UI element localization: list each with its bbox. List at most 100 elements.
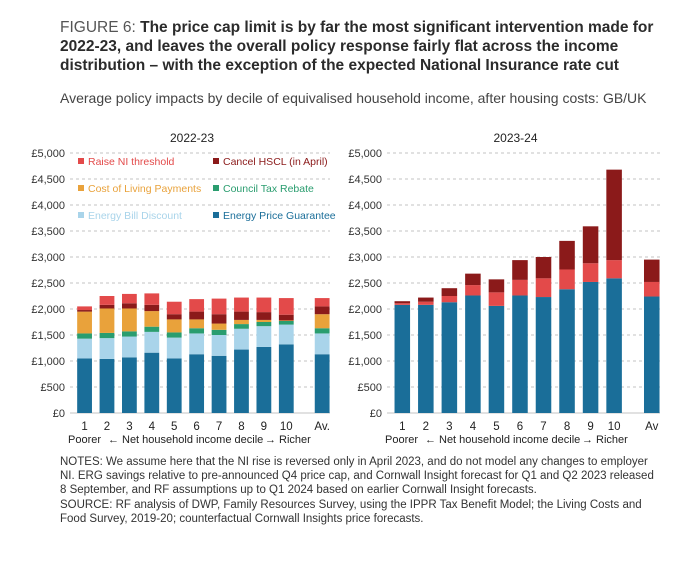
panel1-xtick-label: 9 <box>261 421 267 433</box>
panel2-xtick-label: Av <box>645 421 658 433</box>
panel1-bar-energy_price_guarantee <box>256 346 272 413</box>
panel2-bar-energy_price_guarantee <box>643 296 660 413</box>
panel2-bar-energy_price_guarantee <box>394 304 411 413</box>
panel1-bar-cost_of_living_payments <box>122 308 137 332</box>
panel2-bar-raise_ni_threshold <box>535 278 552 298</box>
panel2-bar-cancel_hscl <box>582 226 599 264</box>
panel1-bar-raise_ni_threshold <box>166 301 182 315</box>
figure-label: FIGURE 6: <box>60 19 136 36</box>
panel2-bar-cancel_hscl <box>488 279 505 293</box>
panel1-ytick-label: £4,000 <box>31 200 65 212</box>
panel1-bar-cancel_hscl <box>234 311 249 320</box>
panel1-caption-arrow-right: → <box>265 434 276 446</box>
panel1-bar-cancel_hscl <box>211 314 227 324</box>
panel1-xtick-label: 3 <box>126 421 132 433</box>
panel2-bar-cancel_hscl <box>465 273 481 286</box>
panel1-bar-energy_price_guarantee <box>77 358 92 413</box>
panel1-bar-energy_bill_discount <box>189 333 205 355</box>
panel2-bar-raise_ni_threshold <box>512 279 528 296</box>
panel1-bar-energy_price_guarantee <box>144 352 160 413</box>
panel1-bar-energy_price_guarantee <box>189 354 205 413</box>
panel1-xtick-label: 6 <box>193 421 199 433</box>
panel2-ytick-label: £4,500 <box>348 174 382 186</box>
panel1-ytick-label: £3,500 <box>31 226 65 238</box>
panel1-xtick-label: 1 <box>81 421 87 433</box>
legend-swatch-council_tax_rebate <box>213 185 219 191</box>
panel2-xtick-label: 9 <box>587 421 593 433</box>
panel2-xtick-label: 7 <box>540 421 546 433</box>
panel2-xtick-label: 3 <box>446 421 452 433</box>
panel1-bar-energy_bill_discount <box>77 338 92 359</box>
panel1-xtick-label: 8 <box>238 421 244 433</box>
panel2-xtick-label: 1 <box>399 421 405 433</box>
panel2-bar-raise_ni_threshold <box>441 296 458 303</box>
legend-label-cost_of_living_payments: Cost of Living Payments <box>88 183 201 195</box>
panel1-ytick-label: £2,000 <box>31 304 65 316</box>
panel1-ytick-label: £0 <box>53 408 65 420</box>
panel1-bar-council_tax_rebate <box>166 332 182 338</box>
panel1-ytick-label: £500 <box>41 382 65 394</box>
panel1-bar-cost_of_living_payments <box>189 319 205 329</box>
panel1-bar-raise_ni_threshold <box>314 298 330 307</box>
panel2-bar-raise_ni_threshold <box>606 260 622 279</box>
panel1-bar-cancel_hscl <box>166 314 182 320</box>
panel1-bar-cancel_hscl <box>122 303 137 309</box>
panel2-ytick-label: £0 <box>370 408 382 420</box>
panel1-bar-raise_ni_threshold <box>99 296 115 305</box>
panel2-xtick-label: 10 <box>608 421 621 433</box>
panel2-xtick-label: 5 <box>493 421 499 433</box>
panel1-bar-council_tax_rebate <box>234 324 249 329</box>
panel1-bar-cost_of_living_payments <box>256 319 272 322</box>
panel1-bar-raise_ni_threshold <box>234 297 249 312</box>
panel2-xtick-label: 4 <box>470 421 477 433</box>
panel1-bar-council_tax_rebate <box>99 332 115 339</box>
panel2-bar-raise_ni_threshold <box>394 303 411 305</box>
panel2-caption-richer: Richer <box>596 434 628 446</box>
panel2-bar-energy_price_guarantee <box>582 281 599 413</box>
panel1-xtick-label: 7 <box>216 421 222 433</box>
panel1-bar-energy_bill_discount <box>99 338 115 359</box>
panel1-caption-middle: Net household income decile <box>122 434 263 446</box>
panel1-bar-cost_of_living_payments <box>166 319 182 333</box>
panel1-bar-energy_price_guarantee <box>234 349 249 413</box>
panel1-ytick-label: £1,000 <box>31 356 65 368</box>
figure-subtitle: Average policy impacts by decile of equi… <box>60 90 647 106</box>
panel1-bar-cost_of_living_payments <box>314 314 330 329</box>
panel1-bar-cancel_hscl <box>256 312 272 320</box>
panel1-bar-raise_ni_threshold <box>144 293 160 305</box>
panel2-caption-middle: Net household income decile <box>439 434 580 446</box>
panel2-bar-raise_ni_threshold <box>582 263 599 282</box>
panel1-bar-council_tax_rebate <box>278 320 294 325</box>
panel2-title: 2023-24 <box>493 131 537 145</box>
panel2-bar-raise_ni_threshold <box>643 281 660 297</box>
panel1-bar-cost_of_living_payments <box>211 323 227 330</box>
panel2-bar-energy_price_guarantee <box>488 305 505 413</box>
legend-label-cancel_hscl: Cancel HSCL (in April) <box>223 156 328 168</box>
panel1-xtick-label: 5 <box>171 421 177 433</box>
panel2-bar-cancel_hscl <box>535 257 552 279</box>
notes-block: NOTES: We assume here that the NI rise i… <box>60 455 660 526</box>
legend-label-council_tax_rebate: Council Tax Rebate <box>223 183 314 195</box>
figure-title-text: The price cap limit is by far the most s… <box>60 19 654 74</box>
panel1-bar-energy_bill_discount <box>122 336 137 358</box>
panel1-ytick-label: £1,500 <box>31 330 65 342</box>
panel1-bar-energy_price_guarantee <box>99 358 115 413</box>
legend-swatch-cost_of_living_payments <box>78 185 84 191</box>
panel1-bar-energy_price_guarantee <box>278 344 294 413</box>
panel2-ytick-label: £4,000 <box>348 200 382 212</box>
panel2-bar-cancel_hscl <box>394 301 411 304</box>
legend-swatch-energy_price_guarantee <box>213 212 219 218</box>
source-text: SOURCE: RF analysis of DWP, Family Resou… <box>60 498 642 525</box>
panel1-bar-cancel_hscl <box>314 306 330 315</box>
legend-swatch-energy_bill_discount <box>78 212 84 218</box>
panel2-ytick-label: £1,500 <box>348 330 382 342</box>
panel1-bar-raise_ni_threshold <box>278 298 294 315</box>
panel1-bar-energy_price_guarantee <box>166 358 182 413</box>
panel1-xtick-label: Av. <box>314 421 330 433</box>
panel2-bar-raise_ni_threshold <box>559 269 575 290</box>
panel1-ytick-label: £4,500 <box>31 174 65 186</box>
panel1-caption-arrow-left: ← <box>108 434 119 446</box>
panel1-bar-council_tax_rebate <box>314 328 330 334</box>
panel1-bar-cost_of_living_payments <box>278 320 294 321</box>
panel1-bar-energy_price_guarantee <box>314 354 330 413</box>
